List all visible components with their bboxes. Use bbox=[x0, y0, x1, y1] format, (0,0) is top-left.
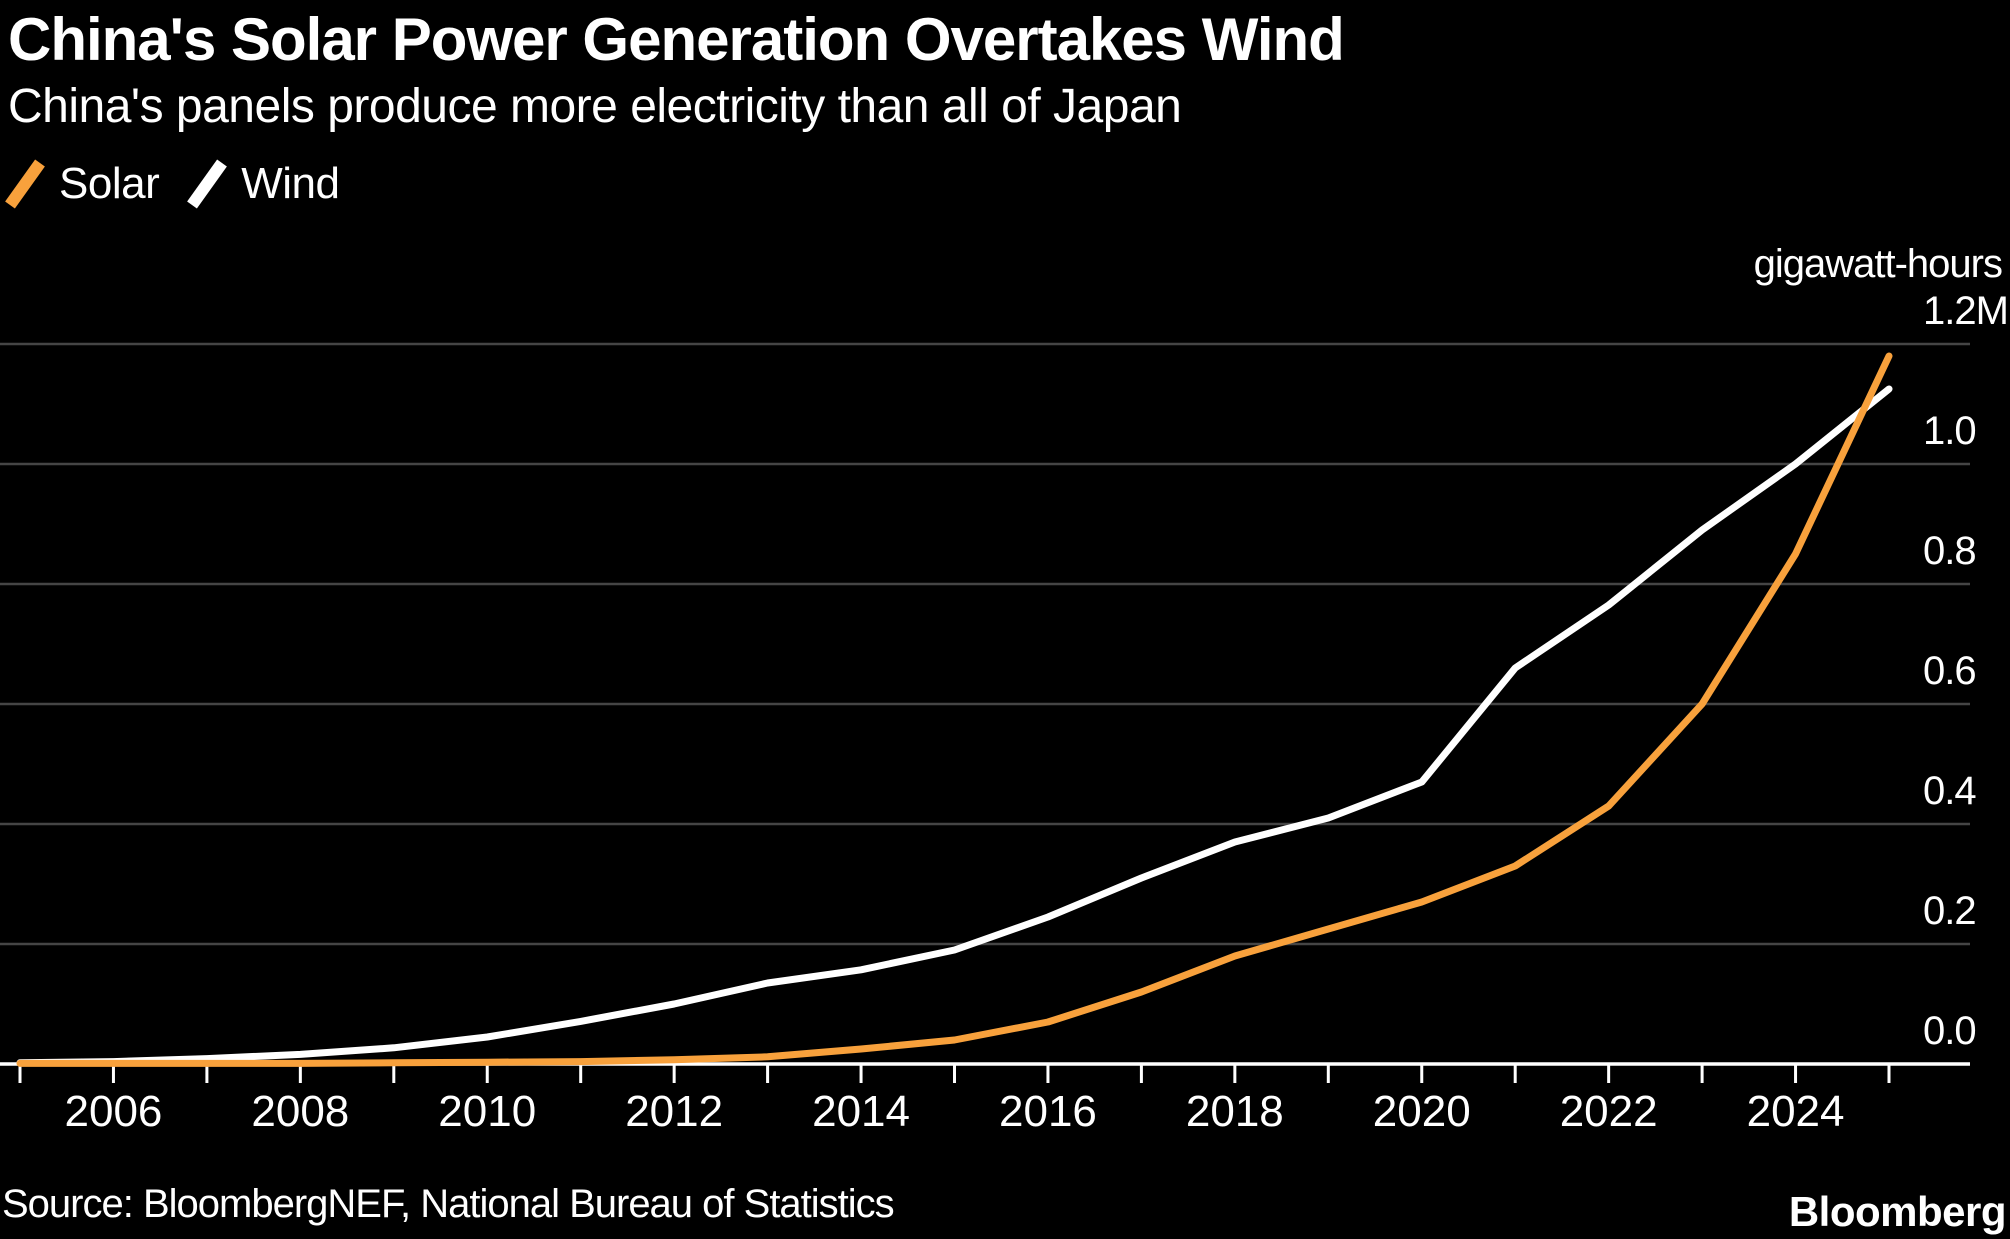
solar-line bbox=[16, 352, 1893, 1067]
page-title: China's Solar Power Generation Overtakes… bbox=[8, 6, 1345, 73]
source-note: Source: BloombergNEF, National Bureau of… bbox=[2, 1182, 895, 1226]
y-axis-unit-label: gigawatt-hours bbox=[1754, 242, 2002, 286]
wind-slash-stroke bbox=[187, 159, 228, 209]
y-axis-label: 0.0 bbox=[1923, 1009, 1976, 1053]
legend-label-solar: Solar bbox=[59, 159, 160, 208]
wind-slash-icon bbox=[187, 159, 228, 209]
y-axis-label: 0.8 bbox=[1923, 529, 1976, 573]
x-axis-label: 2022 bbox=[1560, 1087, 1658, 1136]
x-axis-label: 2010 bbox=[438, 1087, 536, 1136]
x-axis-label: 2008 bbox=[251, 1087, 349, 1136]
x-axis-label: 2020 bbox=[1373, 1087, 1471, 1136]
y-axis-label: 1.2M bbox=[1923, 289, 2008, 333]
legend-item-solar: Solar bbox=[5, 158, 160, 210]
y-axis-label: 0.2 bbox=[1923, 889, 1976, 933]
x-axis-label: 2006 bbox=[65, 1087, 163, 1136]
solar-slash-stroke bbox=[5, 159, 45, 209]
y-axis-label: 0.4 bbox=[1923, 769, 1976, 813]
y-axis-label: 1.0 bbox=[1923, 409, 1976, 453]
legend-item-wind: Wind bbox=[187, 158, 340, 210]
bloomberg-logo: Bloomberg bbox=[1788, 1188, 2007, 1235]
wind-line bbox=[16, 385, 1893, 1067]
y-axis-label: 0.6 bbox=[1923, 649, 1976, 693]
x-axis-label: 2024 bbox=[1747, 1087, 1845, 1136]
x-axis-label: 2018 bbox=[1186, 1087, 1284, 1136]
chart-legend: Solar Wind bbox=[5, 158, 340, 210]
x-axis-label: 2014 bbox=[812, 1087, 910, 1136]
page-subtitle: China's panels produce more electricity … bbox=[8, 80, 1182, 133]
x-axis-label: 2016 bbox=[999, 1087, 1097, 1136]
x-axis-label: 2012 bbox=[625, 1087, 723, 1136]
solar-slash-icon bbox=[5, 159, 45, 209]
legend-label-wind: Wind bbox=[241, 159, 340, 208]
